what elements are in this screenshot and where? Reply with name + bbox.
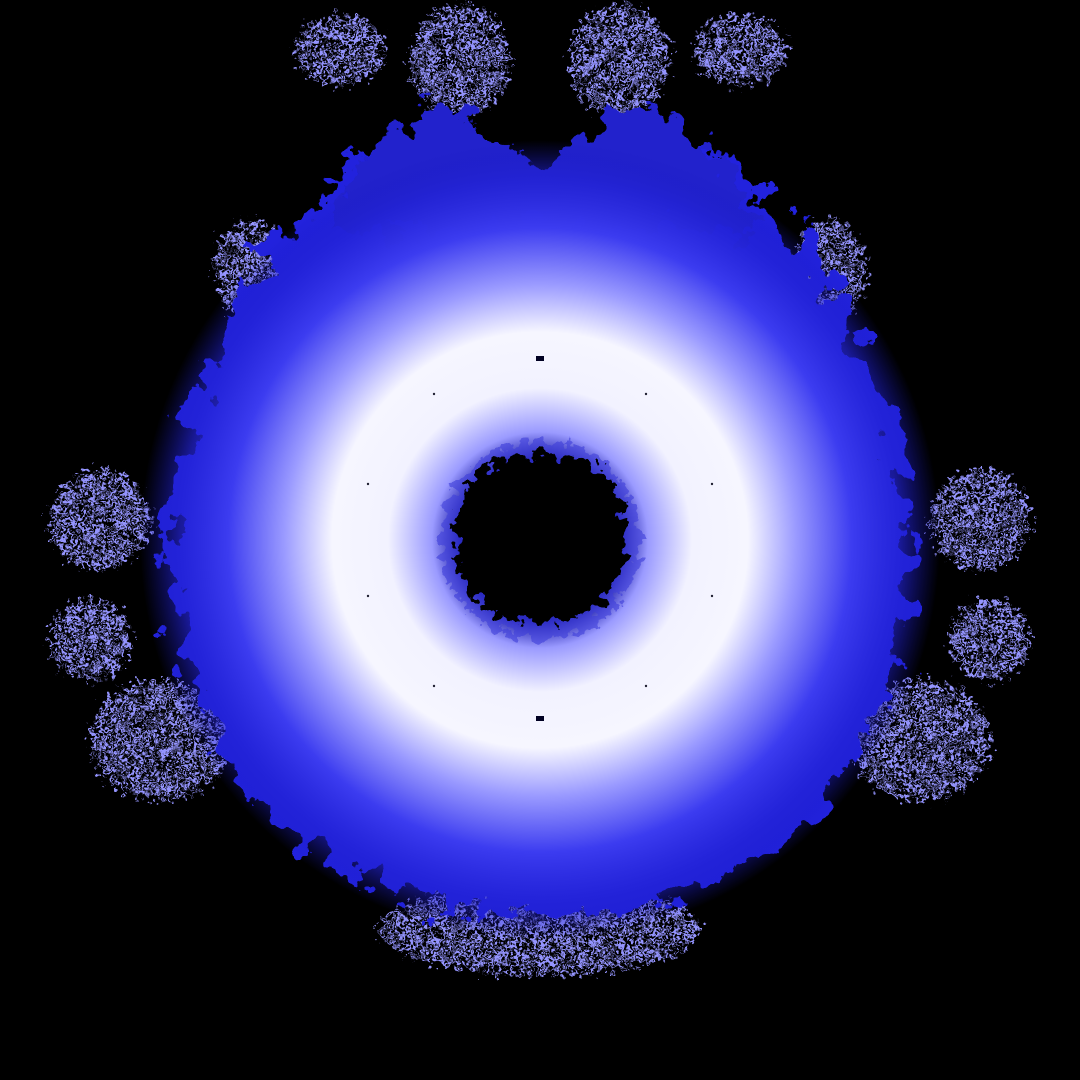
dark-points [366, 356, 714, 721]
inner-hole [440, 440, 640, 640]
